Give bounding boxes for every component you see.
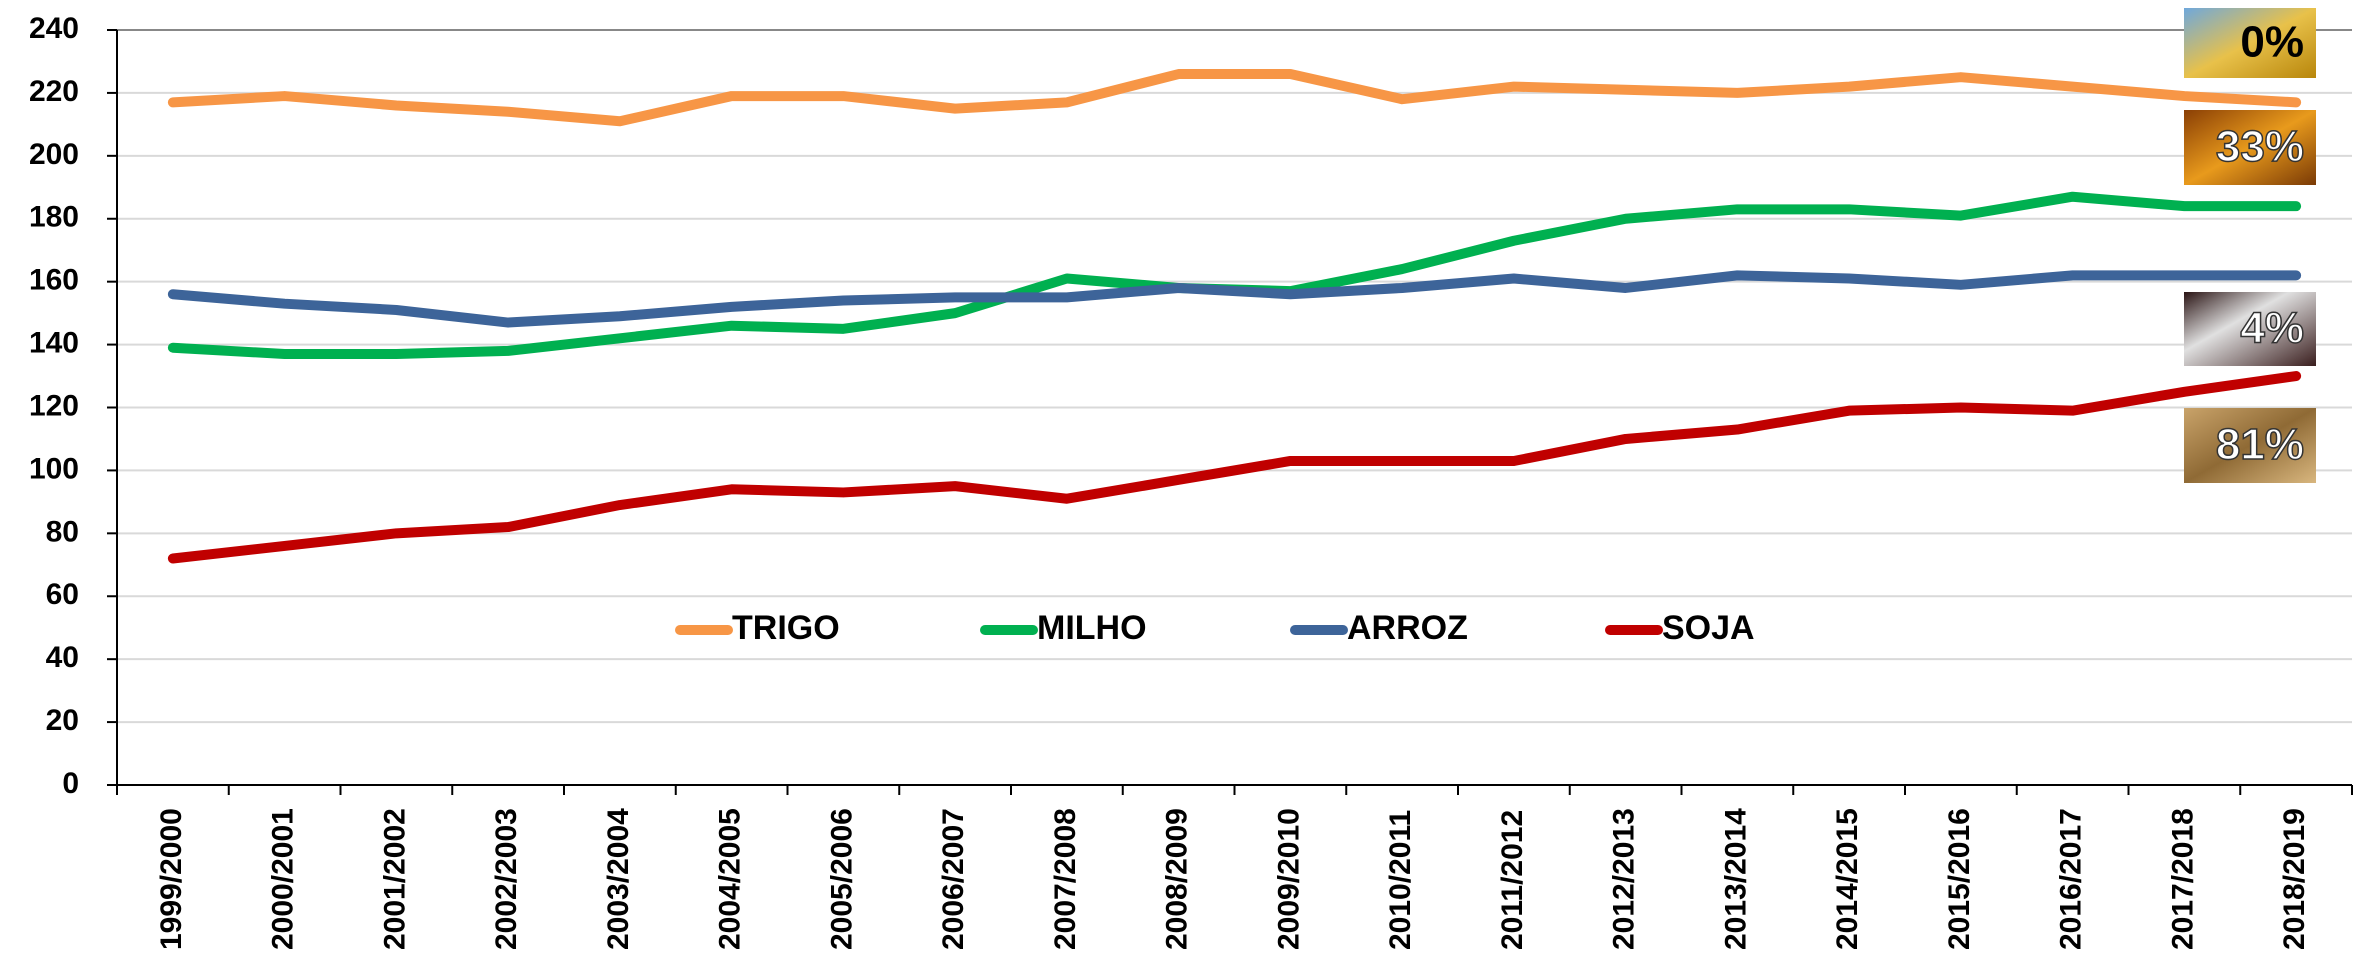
x-tick-label: 2004/2005 xyxy=(714,808,747,950)
y-tick-label: 120 xyxy=(29,389,79,422)
x-tick-label: 2003/2004 xyxy=(602,808,635,950)
legend-label: SOJA xyxy=(1662,609,1755,647)
badge-label: 0% xyxy=(2240,18,2304,67)
legend-label: TRIGO xyxy=(732,609,840,647)
x-tick-label: 2017/2018 xyxy=(2166,808,2199,950)
x-tick-label: 2012/2013 xyxy=(1608,808,1641,950)
x-tick-label: 2011/2012 xyxy=(1496,810,1529,950)
series-line xyxy=(167,371,2302,564)
series-line xyxy=(167,270,2302,328)
y-tick-label: 80 xyxy=(46,515,79,548)
y-tick-label: 140 xyxy=(29,327,79,360)
y-tick-label: 160 xyxy=(29,264,79,297)
badge-label: 4% xyxy=(2240,304,2304,353)
x-tick-label: 2006/2007 xyxy=(937,808,970,950)
x-tick-label: 2000/2001 xyxy=(267,808,300,950)
x-tick-label: 2005/2006 xyxy=(825,808,858,950)
y-tick-label: 20 xyxy=(46,704,79,737)
x-tick-label: 2009/2010 xyxy=(1272,808,1305,950)
y-tick-label: 60 xyxy=(46,578,79,611)
badge-label: 81% xyxy=(2216,420,2304,469)
y-tick-label: 240 xyxy=(29,12,79,45)
series-line xyxy=(167,191,2302,360)
badge-image xyxy=(2184,408,2316,483)
x-tick-label: 2002/2003 xyxy=(490,808,523,950)
y-tick-label: 220 xyxy=(29,75,79,108)
x-tick-label: 2007/2008 xyxy=(1049,808,1082,950)
x-tick-label: 2001/2002 xyxy=(378,808,411,950)
y-tick-label: 180 xyxy=(29,201,79,234)
badge-image xyxy=(2184,8,2316,78)
x-tick-label: 2014/2015 xyxy=(1831,808,1864,950)
x-tick-label: 1999/2000 xyxy=(155,808,188,950)
x-tick-label: 2015/2016 xyxy=(1943,808,1976,950)
y-tick-label: 0 xyxy=(62,767,79,800)
badge-image xyxy=(2184,110,2316,185)
badge-image xyxy=(2184,292,2316,366)
series-line xyxy=(167,69,2302,127)
legend-label: MILHO xyxy=(1037,609,1147,647)
legend-label: ARROZ xyxy=(1347,609,1468,647)
x-tick-label: 2008/2009 xyxy=(1161,808,1194,950)
x-tick-label: 2016/2017 xyxy=(2055,808,2088,950)
y-tick-label: 200 xyxy=(29,138,79,171)
y-tick-label: 40 xyxy=(46,641,79,674)
x-tick-label: 2013/2014 xyxy=(1719,808,1752,950)
x-tick-label: 2018/2019 xyxy=(2278,808,2311,950)
y-tick-label: 100 xyxy=(29,452,79,485)
badge-label: 33% xyxy=(2216,122,2304,171)
x-tick-label: 2010/2011 xyxy=(1384,810,1417,950)
